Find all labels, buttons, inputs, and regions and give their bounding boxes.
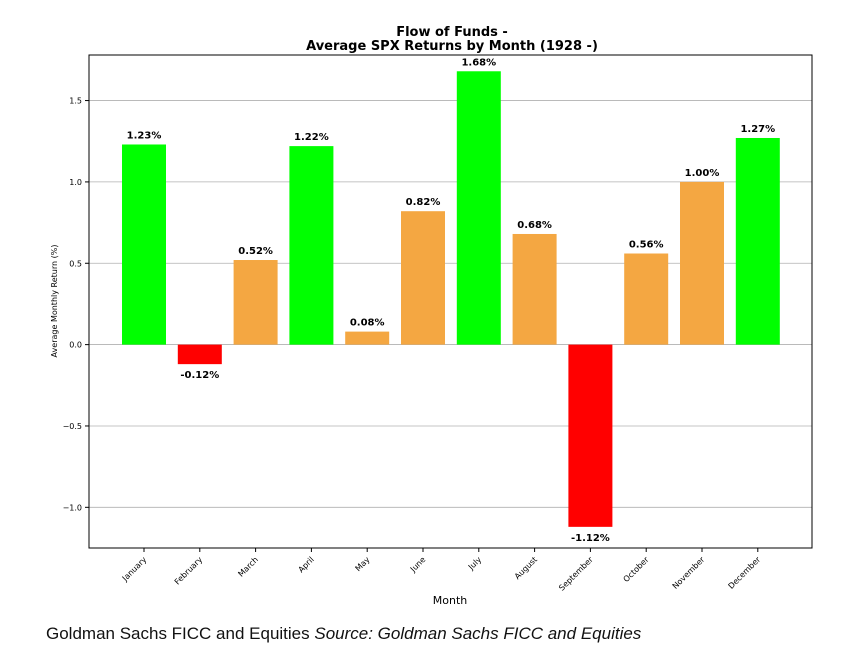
x-tick-label: September [557, 555, 595, 593]
value-label: 1.23% [127, 130, 162, 141]
x-tick-label: May [354, 555, 372, 573]
chart-title-line-2: Average SPX Returns by Month (1928 -) [306, 39, 598, 54]
caption-credit: Goldman Sachs FICC and Equities [46, 624, 310, 643]
bar-may [345, 331, 390, 345]
x-tick-label: January [120, 555, 149, 584]
bar-january [122, 144, 166, 345]
x-tick-label: March [236, 555, 260, 579]
bar-october [624, 253, 669, 345]
x-tick-label: August [513, 555, 539, 581]
x-tick-label: June [408, 555, 427, 574]
value-labels: 1.23% -0.12% 0.52% 1.22% 0.08% 0.82% 1.68% 0.68… [127, 57, 776, 544]
bar-july [456, 71, 501, 345]
x-tick-label: February [173, 555, 205, 587]
bar-august [512, 233, 557, 345]
bar-november [680, 181, 724, 345]
x-tick-label: October [622, 555, 652, 585]
bar-june [401, 211, 445, 345]
x-tick-label: July [466, 555, 483, 572]
x-tick-label: November [671, 555, 707, 591]
y-tick-label: 0.5 [69, 259, 82, 268]
value-label: 0.52% [238, 246, 273, 257]
value-label: 1.00% [685, 168, 720, 179]
x-tick-label: April [297, 555, 316, 574]
x-tick-label: December [727, 555, 763, 591]
y-tick-label: 1.0 [69, 178, 82, 187]
caption-source: Source: Goldman Sachs FICC and Equities [314, 624, 642, 643]
value-label: 0.08% [350, 318, 385, 329]
bars [122, 71, 780, 527]
y-tick-label: −0.5 [63, 422, 82, 431]
y-tick-label: 0.0 [69, 341, 82, 350]
chart-title-line-1: Flow of Funds - [396, 25, 508, 40]
value-label: 0.82% [406, 197, 441, 208]
value-label: 0.68% [517, 220, 552, 231]
value-label: 0.56% [629, 240, 664, 251]
value-label: -1.12% [571, 533, 610, 544]
y-tick-label: 1.5 [69, 97, 82, 106]
bar-april [289, 146, 334, 345]
y-tick-label: −1.0 [63, 503, 82, 512]
plot-frame [88, 54, 813, 549]
source-caption: Goldman Sachs FICC and Equities Source: … [46, 624, 641, 644]
value-label: 1.22% [294, 132, 329, 143]
x-axis-label: Month [433, 594, 468, 607]
value-label: 1.27% [740, 124, 775, 135]
bar-december [735, 137, 780, 345]
value-label: 1.68% [461, 57, 496, 68]
x-axis-ticks: January February March April May June July Augu… [120, 548, 763, 593]
bar-march [233, 260, 278, 345]
bar-february [177, 344, 222, 365]
y-axis-ticks: −1.0 −0.5 0.0 0.5 1.0 1.5 [63, 97, 89, 512]
bar-september [568, 344, 613, 527]
value-label: -0.12% [180, 370, 219, 381]
y-axis-label: Average Monthly Return (%) [50, 245, 59, 358]
